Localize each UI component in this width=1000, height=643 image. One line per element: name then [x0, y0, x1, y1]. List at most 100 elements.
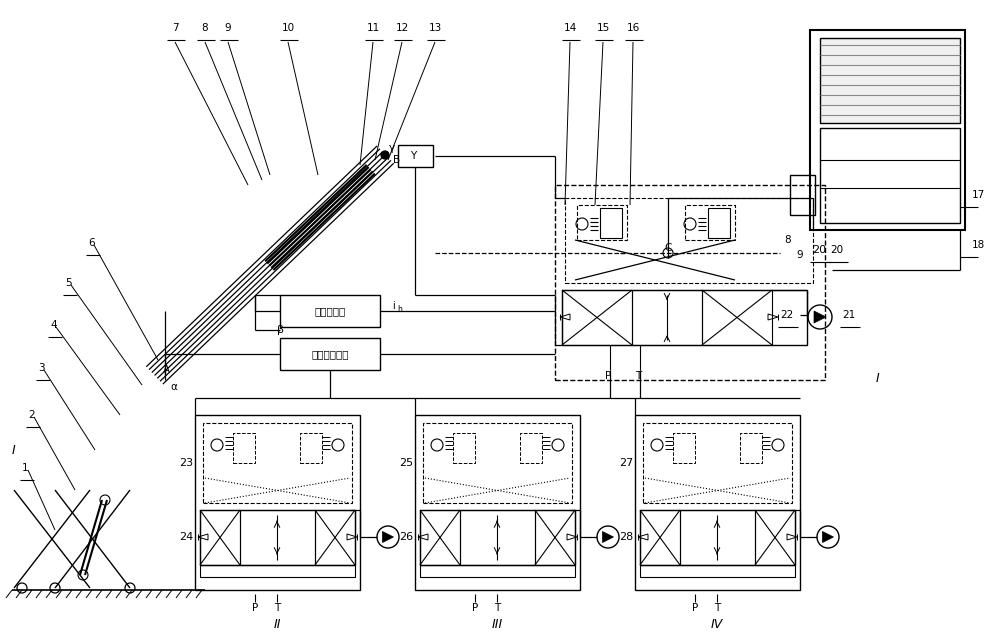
Bar: [240, 510, 315, 565]
Bar: [562, 290, 807, 345]
Bar: [685, 205, 735, 240]
Bar: [420, 565, 575, 577]
Bar: [460, 510, 535, 565]
Text: P: P: [252, 603, 258, 613]
Text: 24: 24: [179, 532, 193, 542]
Bar: [300, 433, 322, 463]
Text: B: B: [393, 155, 400, 165]
Bar: [702, 290, 772, 345]
Text: 11: 11: [366, 23, 380, 33]
Bar: [562, 290, 632, 345]
Bar: [635, 415, 800, 590]
Text: 3: 3: [38, 363, 45, 373]
Bar: [643, 423, 792, 503]
Text: P: P: [692, 603, 698, 613]
Text: 15: 15: [596, 23, 610, 33]
Text: γ: γ: [389, 143, 395, 153]
Bar: [600, 208, 622, 238]
Text: III: III: [491, 619, 503, 631]
Bar: [820, 128, 960, 223]
Bar: [577, 205, 627, 240]
Polygon shape: [602, 532, 614, 543]
Text: T: T: [274, 603, 280, 613]
Bar: [740, 433, 762, 463]
Text: T: T: [635, 371, 641, 381]
Text: h: h: [397, 305, 402, 314]
Text: 17: 17: [972, 190, 985, 200]
Bar: [200, 565, 355, 577]
Text: C: C: [664, 243, 672, 253]
Text: α: α: [170, 382, 177, 392]
Bar: [200, 510, 355, 565]
Polygon shape: [382, 532, 394, 543]
Text: 9: 9: [225, 23, 231, 33]
Bar: [790, 175, 815, 215]
Bar: [398, 145, 433, 167]
Bar: [565, 198, 813, 283]
Text: T: T: [714, 603, 720, 613]
Bar: [555, 185, 825, 380]
Polygon shape: [822, 532, 834, 543]
Text: P: P: [472, 603, 478, 613]
Bar: [820, 38, 960, 123]
Text: 1: 1: [22, 463, 29, 473]
Text: 22: 22: [780, 310, 793, 320]
Text: 16: 16: [626, 23, 640, 33]
Text: 20: 20: [812, 245, 826, 255]
Bar: [203, 423, 352, 503]
Bar: [423, 423, 572, 503]
Bar: [520, 433, 542, 463]
Text: II: II: [273, 619, 281, 631]
Polygon shape: [814, 311, 826, 323]
Bar: [640, 565, 795, 577]
Text: 27: 27: [619, 458, 633, 468]
Text: 14: 14: [563, 23, 577, 33]
Text: 18: 18: [972, 240, 985, 250]
Bar: [233, 433, 255, 463]
Text: T: T: [494, 603, 500, 613]
Bar: [453, 433, 475, 463]
Text: 5: 5: [65, 278, 72, 288]
Bar: [280, 338, 380, 370]
Bar: [420, 510, 575, 565]
Text: 13: 13: [428, 23, 442, 33]
Bar: [680, 510, 755, 565]
Text: I: I: [12, 444, 16, 457]
Text: 26: 26: [399, 532, 413, 542]
Text: 21: 21: [842, 310, 855, 320]
Text: 10: 10: [281, 23, 295, 33]
Bar: [200, 510, 240, 565]
Bar: [640, 510, 795, 565]
Text: β: β: [276, 325, 284, 335]
Text: 8: 8: [202, 23, 208, 33]
Text: I: I: [876, 372, 880, 385]
Text: i: i: [392, 301, 395, 311]
Text: 变幅集成手柄: 变幅集成手柄: [311, 349, 349, 359]
Bar: [195, 415, 360, 590]
Text: Y: Y: [410, 151, 416, 161]
Text: 2: 2: [28, 410, 35, 420]
Bar: [673, 433, 695, 463]
Text: 28: 28: [619, 532, 633, 542]
Bar: [810, 30, 965, 230]
Circle shape: [381, 151, 389, 159]
Text: 7: 7: [172, 23, 178, 33]
Text: 25: 25: [399, 458, 413, 468]
Text: IV: IV: [711, 619, 723, 631]
Text: 8: 8: [785, 235, 791, 245]
Text: 4: 4: [50, 320, 57, 330]
Bar: [640, 510, 680, 565]
Bar: [535, 510, 575, 565]
Text: 约束控制器: 约束控制器: [314, 306, 346, 316]
Text: 20: 20: [830, 245, 843, 255]
Bar: [708, 208, 730, 238]
Bar: [315, 510, 355, 565]
Bar: [755, 510, 795, 565]
Text: P: P: [605, 371, 611, 381]
Text: 12: 12: [395, 23, 409, 33]
Bar: [415, 415, 580, 590]
Bar: [632, 290, 702, 345]
Text: 6: 6: [88, 238, 95, 248]
Text: 23: 23: [179, 458, 193, 468]
Text: A: A: [163, 365, 170, 375]
